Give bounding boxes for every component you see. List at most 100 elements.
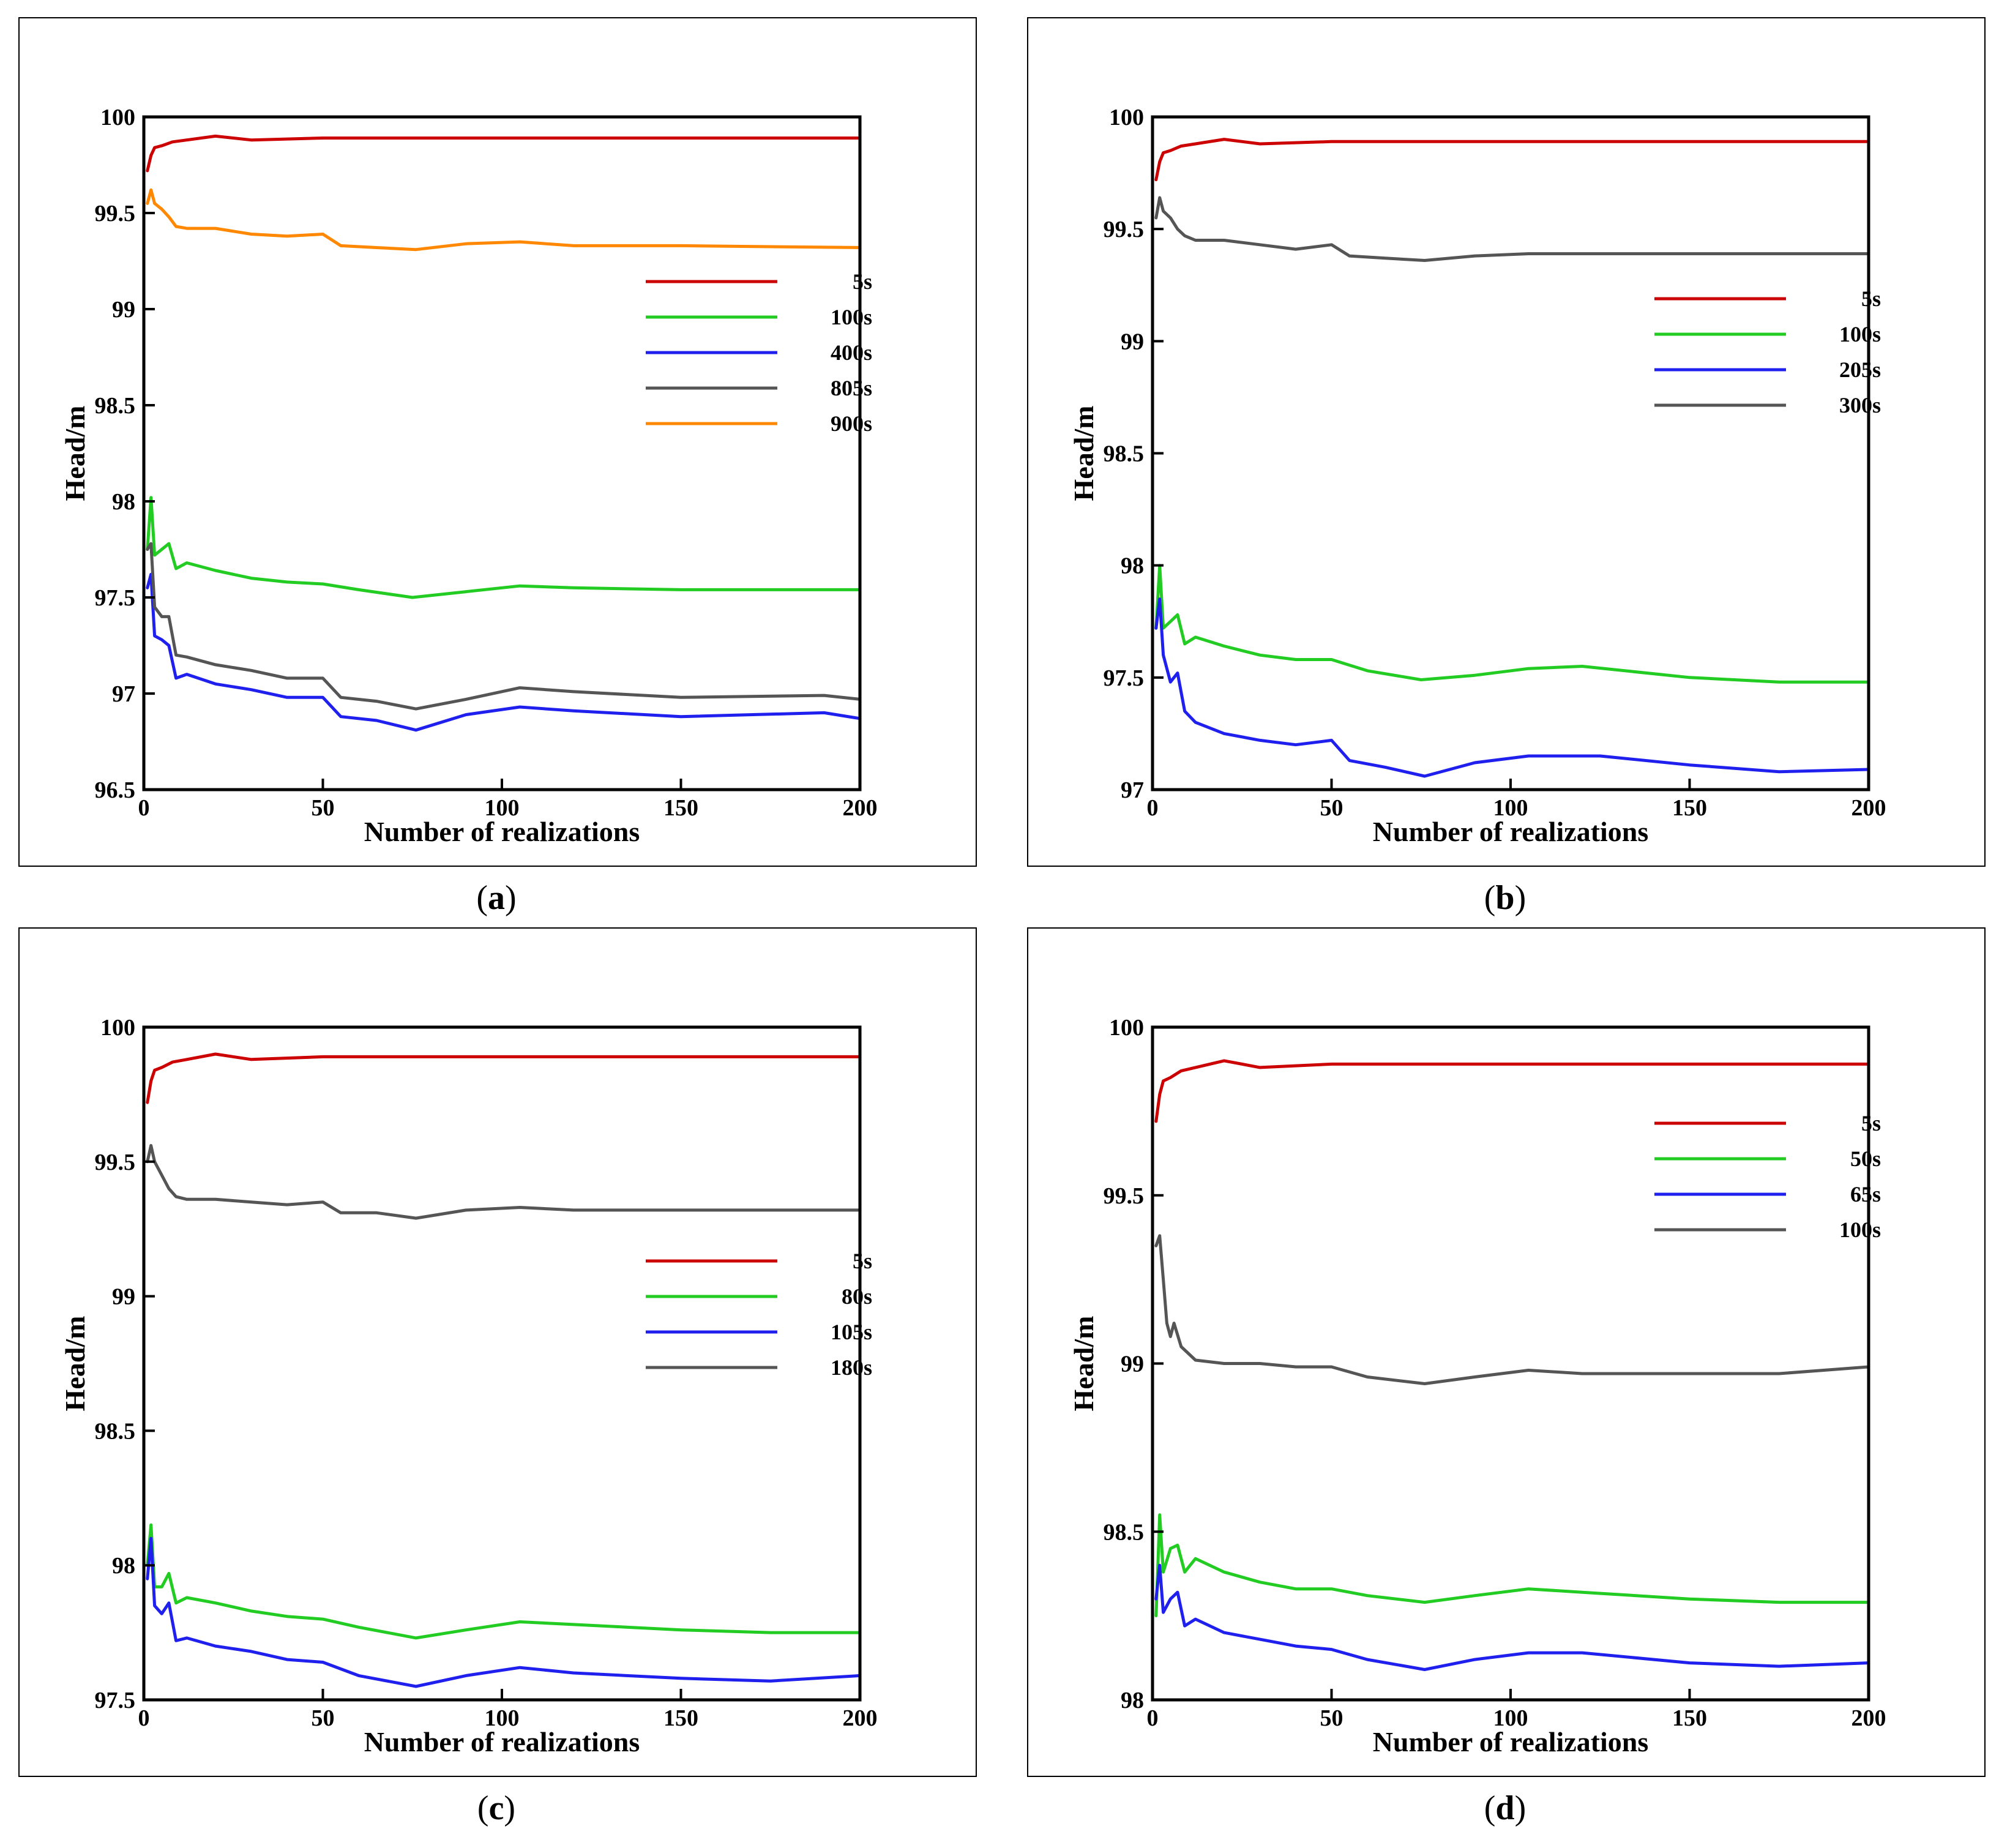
x-tick-label: 150 <box>663 795 698 821</box>
series-line-80s <box>146 1523 862 1640</box>
y-tick-label: 99.5 <box>1104 217 1145 242</box>
legend-label-5s: 5s <box>1861 286 1881 311</box>
x-tick-label: 200 <box>1851 795 1886 821</box>
series-line-900s <box>146 188 862 252</box>
panel-a: 0 50 100 150 200 96.5 97 97.5 98 98.5 99 99.5 100 Num… <box>18 17 977 868</box>
y-tick-label: 98.5 <box>1104 441 1145 467</box>
y-tick-label: 97.5 <box>95 585 136 611</box>
chart-b: 0 50 100 150 2009797.59898.59999.5100Number … <box>1027 17 1986 867</box>
legend-label-100s: 100s <box>1839 322 1881 346</box>
y-tick-label: 99.5 <box>95 1150 136 1175</box>
y-tick-label: 98.5 <box>95 1418 136 1444</box>
y-tick-label: 96.5 <box>95 777 136 803</box>
y-tick-label: 99.5 <box>95 201 136 226</box>
x-tick-label: 0 <box>1147 795 1159 821</box>
legend-label-105s: 105s <box>831 1320 872 1344</box>
chart-frame <box>1027 927 1986 1777</box>
y-axis-title: Head/m <box>1068 1316 1099 1412</box>
legend-label-5s: 5s <box>853 269 872 294</box>
y-tick-label: 99.5 <box>1104 1183 1145 1209</box>
legend-label-805s: 805s <box>831 376 872 400</box>
x-tick-label: 150 <box>663 1705 698 1731</box>
x-tick-label: 200 <box>843 1705 878 1731</box>
y-tick-label: 98.5 <box>95 393 136 419</box>
x-tick-label: 150 <box>1672 1705 1707 1731</box>
legend: 5s 50s 65s 100s <box>1654 1111 1881 1242</box>
y-tick-label: 100 <box>1109 105 1144 130</box>
series-line-300s <box>1154 196 1870 262</box>
legend-label-900s: 900s <box>831 411 872 436</box>
y-tick-label: 98.5 <box>1104 1519 1145 1545</box>
legend-label-5s: 5s <box>853 1249 872 1273</box>
y-tick-label: 97.5 <box>95 1688 136 1713</box>
panel-b: 0 50 100 150 200 97 97.5 98 98.5 99 99.5 100 Number … <box>1027 17 1986 868</box>
x-axis-title: Number of realizations <box>364 816 640 847</box>
x-tick-label: 100 <box>485 1705 520 1731</box>
y-tick-label: 100 <box>100 1015 135 1041</box>
series-line-205s <box>1154 597 1870 778</box>
legend-label-50s: 50s <box>1850 1147 1881 1171</box>
x-tick-label: 50 <box>1320 1705 1343 1731</box>
chart-frame <box>18 17 977 867</box>
legend: 5s 80s 105s 180s <box>646 1249 872 1380</box>
x-tick-label: 100 <box>1493 1705 1528 1731</box>
legend-label-65s: 65s <box>1850 1182 1881 1206</box>
series-line-100s <box>1154 564 1870 684</box>
x-tick-label: 50 <box>312 795 335 821</box>
legend: 5s 100s 205s 300s <box>1654 286 1881 417</box>
y-tick-label: 99 <box>112 297 135 323</box>
caption-d: (d) <box>1484 1789 1526 1827</box>
x-tick-label: 0 <box>138 1705 150 1731</box>
series-line-100s <box>1154 1234 1870 1385</box>
x-tick-label: 200 <box>843 795 878 821</box>
y-axis-title: Head/m <box>59 406 91 501</box>
y-tick-label: 99 <box>112 1284 135 1310</box>
x-axis-title: Number of realizations <box>364 1726 640 1757</box>
series-line-50s <box>1154 1513 1870 1618</box>
x-tick-label: 100 <box>1493 795 1528 821</box>
y-tick-label: 98 <box>112 1553 135 1579</box>
caption-b: (b) <box>1484 879 1526 917</box>
series-line-5s <box>146 1052 862 1104</box>
y-tick-label: 97 <box>1121 777 1144 803</box>
legend-label-80s: 80s <box>842 1284 872 1309</box>
y-tick-label: 98 <box>1121 1688 1144 1713</box>
y-tick-label: 98 <box>112 489 135 515</box>
series-line-180s <box>146 1143 862 1220</box>
y-tick-label: 99 <box>1121 329 1144 354</box>
y-tick-label: 97 <box>112 681 135 707</box>
legend-label-180s: 180s <box>831 1355 872 1380</box>
caption-c: (c) <box>477 1789 516 1827</box>
legend-label-100s: 100s <box>831 305 872 329</box>
series-line-100s <box>146 496 862 599</box>
legend-label-300s: 300s <box>1839 393 1881 417</box>
y-tick-label: 100 <box>100 105 135 130</box>
y-axis-title: Head/m <box>1068 406 1099 501</box>
y-tick-label: 99 <box>1121 1352 1144 1377</box>
legend-label-205s: 205s <box>1839 357 1881 382</box>
x-tick-label: 50 <box>312 1705 335 1731</box>
axes-box <box>1151 115 1870 791</box>
y-axis-title: Head/m <box>59 1316 91 1412</box>
series-line-400s <box>146 572 862 732</box>
x-axis-title: Number of realizations <box>1373 816 1649 847</box>
axes-box <box>142 1025 862 1702</box>
legend-label-100s: 100s <box>1839 1218 1881 1242</box>
chart-frame <box>18 927 977 1777</box>
x-tick-label: 100 <box>485 795 520 821</box>
y-tick-label: 98 <box>1121 553 1144 579</box>
y-tick-label: 97.5 <box>1104 665 1145 691</box>
series-line-105s <box>146 1536 862 1688</box>
series-line-5s <box>146 134 862 173</box>
legend: 5s 100s 400s 805s 900s <box>646 269 872 436</box>
x-tick-label: 50 <box>1320 795 1343 821</box>
series-line-5s <box>1154 1059 1870 1123</box>
y-tick-label: 100 <box>1109 1015 1144 1041</box>
series-line-5s <box>1154 138 1870 182</box>
series-line-805s <box>146 542 862 711</box>
series-line-65s <box>1154 1563 1870 1671</box>
x-axis-title: Number of realizations <box>1373 1726 1649 1757</box>
x-tick-label: 0 <box>138 795 150 821</box>
